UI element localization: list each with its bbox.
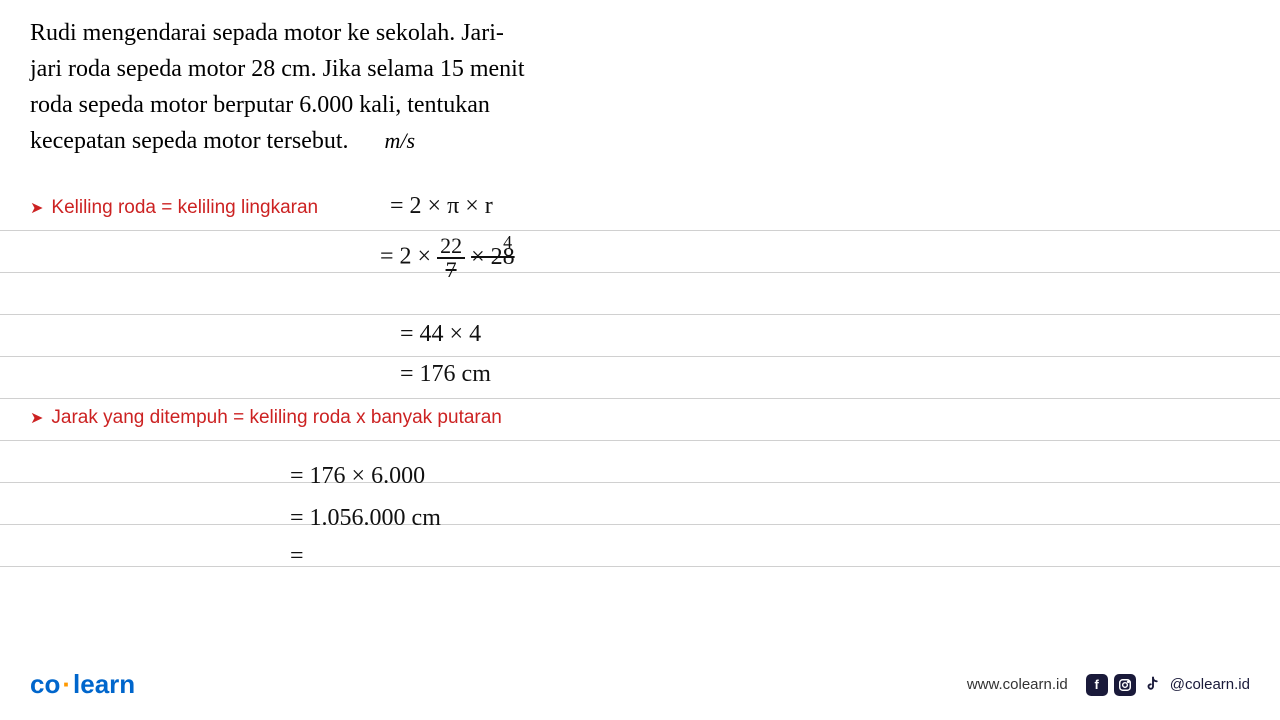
social-handle: @colearn.id: [1170, 676, 1250, 693]
work-area: ➤ Keliling roda = keliling lingkaran = 2…: [0, 189, 1280, 567]
continuation-equals: =: [290, 543, 304, 570]
social-icons: f @colearn.id: [1086, 674, 1250, 696]
step-2-group: ➤ Jarak yang ditempuh = keliling roda x …: [0, 399, 1280, 567]
brand-learn: learn: [73, 669, 135, 699]
footer-right: www.colearn.id f @colearn.id: [967, 674, 1250, 696]
brand-logo: co·learn: [30, 669, 135, 700]
step-2-label: Jarak yang ditempuh = keliling roda x ba…: [51, 407, 501, 429]
fraction-numerator: 22: [437, 235, 465, 259]
sub-pre: = 2 ×: [380, 244, 431, 270]
cancel-result: 4: [503, 232, 512, 253]
question-line-3: roda sepeda motor berputar 6.000 kali, t…: [30, 87, 670, 123]
question-line-4-text: kecepatan sepeda motor tersebut.: [30, 128, 349, 154]
question-line-1: Rudi mengendarai sepada motor ke sekolah…: [30, 15, 670, 51]
step-1-label: Keliling roda = keliling lingkaran: [51, 197, 318, 219]
circumference-result: = 176 cm: [400, 361, 491, 388]
formula-circumference: = 2 × π × r: [390, 193, 493, 220]
radius-term: × 28 4: [471, 244, 515, 271]
facebook-icon: f: [1086, 674, 1108, 696]
brand-co: co: [30, 669, 60, 699]
footer-url: www.colearn.id: [967, 676, 1068, 693]
brand-dot-icon: ·: [62, 669, 71, 699]
step-1-group: ➤ Keliling roda = keliling lingkaran = 2…: [0, 189, 1280, 399]
step-1-header: ➤ Keliling roda = keliling lingkaran: [30, 197, 318, 219]
step-2-header: ➤ Jarak yang ditempuh = keliling roda x …: [30, 407, 502, 429]
tiktok-icon: [1142, 674, 1164, 696]
question-block: Rudi mengendarai sepada motor ke sekolah…: [0, 0, 700, 169]
instagram-icon: [1114, 674, 1136, 696]
unit-annotation: m/s: [385, 128, 416, 153]
arrow-bullet-icon: ➤: [30, 408, 43, 428]
question-line-4: kecepatan sepeda motor tersebut. m/s: [30, 123, 670, 159]
arrow-bullet-icon: ➤: [30, 198, 43, 218]
multiplication-step: = 44 × 4: [400, 321, 481, 348]
question-line-2: jari roda sepeda motor 28 cm. Jika selam…: [30, 51, 670, 87]
footer: co·learn www.colearn.id f @colearn.id: [0, 669, 1280, 700]
